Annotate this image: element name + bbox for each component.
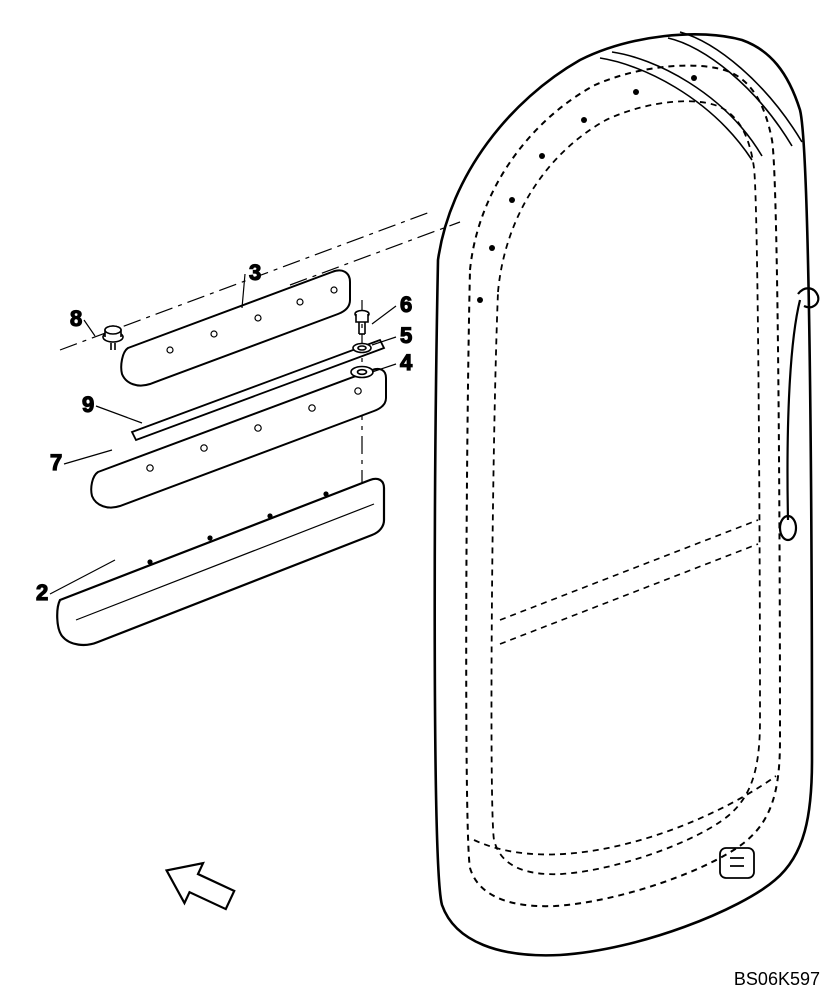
part-8-bolt xyxy=(103,326,123,350)
callout-4: 4 xyxy=(400,350,413,375)
exploded-diagram: 2 3 45 6 7 8 9 BS06K597 xyxy=(0,0,840,1000)
cab-outline xyxy=(435,32,819,955)
part-6-screw xyxy=(355,311,369,335)
callout-6: 6 xyxy=(400,292,412,317)
callout-5: 5 xyxy=(400,323,412,348)
direction-arrow xyxy=(157,850,239,919)
callout-7: 7 xyxy=(50,450,62,475)
part-5-lockwasher xyxy=(353,344,371,353)
callout-2: 2 xyxy=(36,580,48,605)
callout-8: 8 xyxy=(70,306,82,331)
part-4-flatwasher xyxy=(351,367,373,378)
callout-9: 9 xyxy=(82,392,94,417)
doc-id: BS06K597 xyxy=(734,969,820,989)
callout-3: 3 xyxy=(249,260,261,285)
